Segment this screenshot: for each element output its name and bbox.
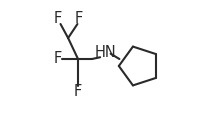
Text: F: F bbox=[54, 51, 62, 67]
Text: F: F bbox=[74, 11, 83, 26]
Text: F: F bbox=[74, 84, 82, 99]
Text: HN: HN bbox=[95, 45, 117, 60]
Text: F: F bbox=[54, 11, 62, 26]
